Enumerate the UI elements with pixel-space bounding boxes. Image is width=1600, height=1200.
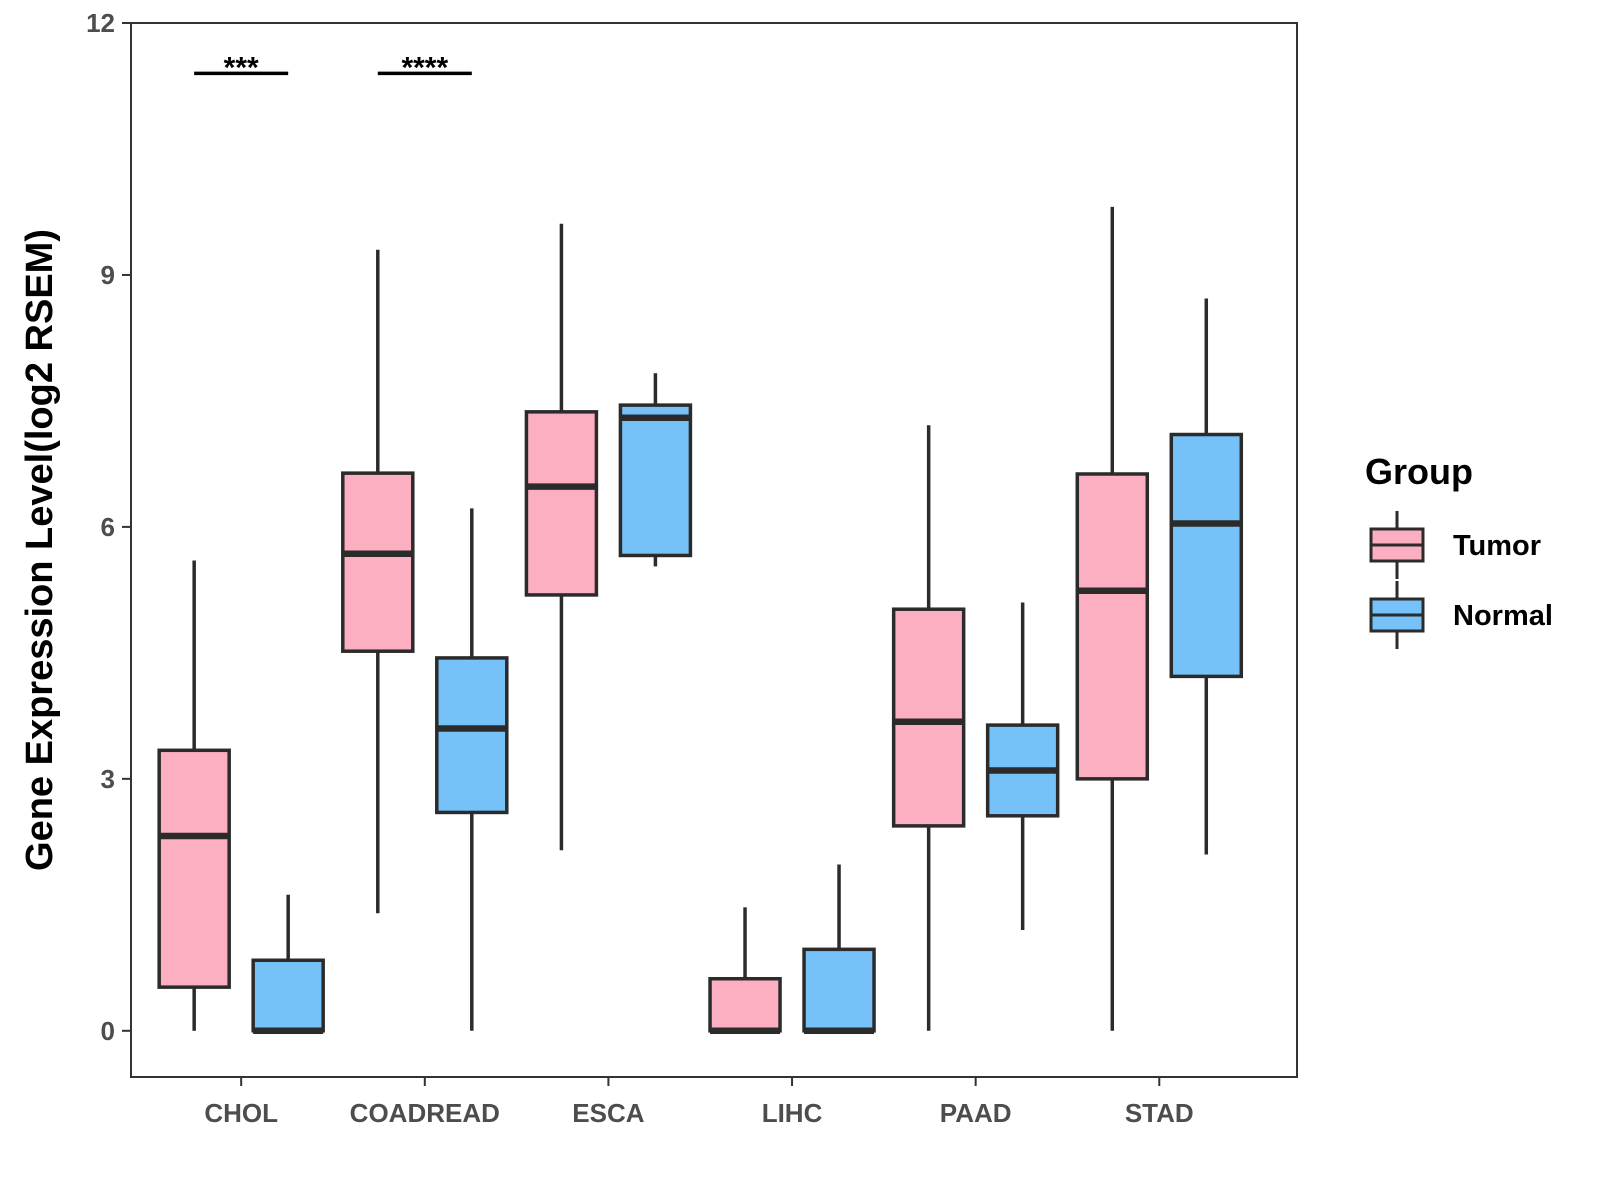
legend-entry-tumor: Tumor (1369, 511, 1541, 579)
y-tick-label: 0 (101, 1016, 115, 1046)
significance-label: **** (401, 51, 448, 84)
box-body (341, 471, 415, 653)
legend-title: Group (1365, 451, 1473, 492)
box-normal-lihc (802, 864, 876, 1035)
box-body (435, 656, 509, 815)
legend-label: Tumor (1453, 530, 1541, 562)
x-tick-label: LIHC (762, 1098, 823, 1128)
significance-annotations: *** **** (194, 51, 472, 84)
box-body (524, 410, 599, 597)
box-normal-paad (985, 602, 1060, 931)
legend-entry-normal: Normal (1369, 581, 1553, 649)
x-tick-label: COADREAD (350, 1098, 500, 1128)
legend: Group Tumor Normal (1365, 451, 1553, 649)
box-body (618, 403, 693, 558)
y-tick-label: 6 (101, 512, 115, 542)
box-body (891, 607, 966, 828)
box-tumor-coadread (341, 249, 415, 914)
box-normal-chol (251, 894, 325, 1035)
x-tick-label: STAD (1125, 1098, 1194, 1128)
box-body (157, 748, 231, 989)
boxes (157, 206, 1244, 1035)
x-tick-label: CHOL (204, 1098, 278, 1128)
box-body (802, 947, 876, 1033)
y-axis: 0 3 6 9 12 (86, 8, 131, 1046)
box-body (251, 958, 325, 1033)
x-tick-label: PAAD (940, 1098, 1012, 1128)
box-tumor-chol (157, 560, 231, 1031)
plot-panel-border (130, 22, 1298, 1078)
box-body (1169, 432, 1244, 679)
y-tick-label: 3 (101, 764, 115, 794)
y-tick-label: 12 (86, 8, 115, 38)
significance-label: *** (224, 51, 259, 84)
box-normal-stad (1169, 298, 1244, 855)
box-tumor-paad (891, 425, 966, 1031)
box-normal-coadread (435, 508, 509, 1031)
box-tumor-esca (524, 223, 599, 851)
legend-label: Normal (1453, 600, 1553, 632)
x-tick-label: ESCA (572, 1098, 644, 1128)
x-axis: CHOL COADREAD ESCA LIHC PAAD STAD (204, 1077, 1194, 1128)
y-axis-title: Gene Expression Level(log2 RSEM) (19, 229, 61, 871)
box-tumor-stad (1075, 206, 1150, 1031)
box-body (1075, 472, 1150, 781)
box-tumor-lihc (708, 907, 782, 1035)
box-normal-esca (618, 373, 693, 567)
y-tick-label: 9 (101, 260, 115, 290)
box-body (708, 976, 782, 1033)
